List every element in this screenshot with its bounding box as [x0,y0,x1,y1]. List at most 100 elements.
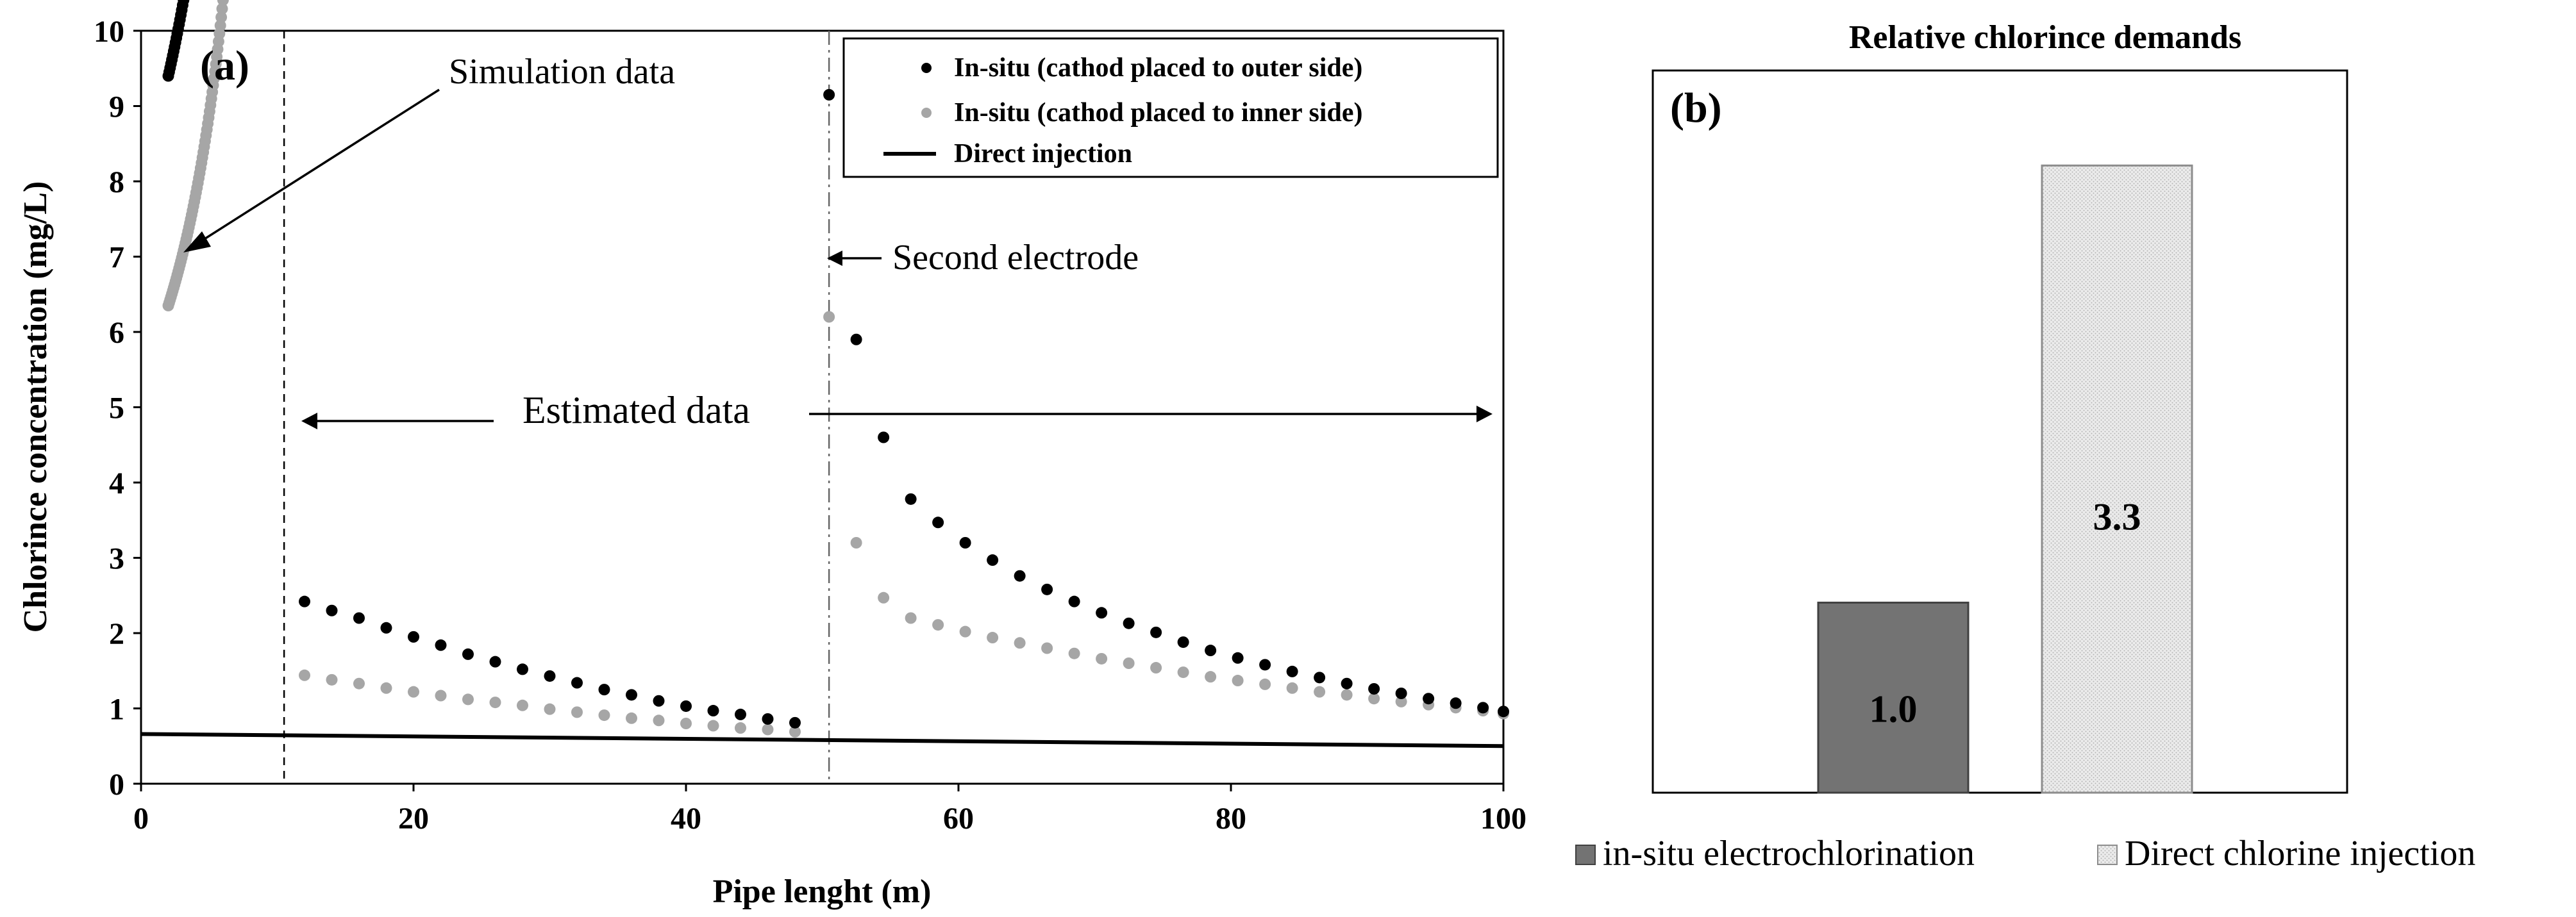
data-point [1477,702,1489,714]
data-point [735,722,746,734]
data-point [987,632,999,644]
data-point [1014,637,1026,649]
annotation-estimated-data: Estimated data [523,389,750,431]
direct-injection-line [140,732,1504,748]
data-point [1150,626,1162,638]
data-point [680,718,692,729]
data-point [178,0,190,6]
data-point [823,88,835,101]
data-point [1205,645,1217,657]
data-point [626,712,637,724]
data-point [850,333,862,345]
legend-marker-inner [921,108,932,118]
data-point [789,725,801,738]
data-point [1314,672,1326,684]
estimated-data-right-arrow [809,406,1493,422]
data-point [850,537,862,549]
panel-label-b: (b) [1670,85,1722,131]
data-point [1014,570,1026,582]
annotation-second-electrode: Second electrode [892,238,1139,277]
data-point [959,625,971,638]
data-point [959,537,971,549]
y-axis-ticks: 0 1 2 3 4 5 6 7 8 9 10 [94,15,141,802]
x-tick-label: 100 [1480,802,1526,836]
data-point [905,612,917,624]
y-tick-label: 10 [94,15,124,49]
data-point [1205,671,1217,683]
data-point [1341,677,1353,690]
series-inner-side [162,0,1509,738]
data-point [181,0,188,1]
plot-area-b [1652,69,2348,794]
data-point [1286,665,1298,677]
data-point [544,703,556,715]
data-point [353,677,365,690]
bar-direct-injection [2041,164,2193,794]
data-point [1096,652,1108,665]
data-point [707,720,719,732]
data-point [626,689,637,701]
y-tick-label: 5 [109,392,124,425]
data-point [215,11,228,23]
data-point [905,493,917,505]
y-tick-label: 3 [109,542,124,576]
x-tick-label: 0 [133,802,149,836]
panel-label-a: (a) [200,42,249,89]
data-point [1423,693,1435,705]
x-tick-label: 60 [943,802,974,836]
x-tick-label: 80 [1216,802,1246,836]
data-point [878,431,890,443]
x-axis-label: Pipe lenght (m) [713,873,932,910]
second-electrode-arrow [827,251,882,266]
data-point [408,631,419,643]
data-point [735,708,746,720]
data-point [762,713,774,725]
panel-a: 0 1 2 3 4 5 6 7 8 9 10 0 20 40 60 80 100 Chlorince conc… [17,0,1526,910]
legend-swatch-direct [2097,845,2118,865]
data-point [216,3,228,15]
y-tick-label: 6 [109,316,124,350]
data-point [353,612,365,624]
data-point [544,670,556,682]
y-tick-label: 0 [109,768,124,802]
data-point [932,516,944,529]
legend-label-inner: In-situ (cathod placed to inner side) [954,98,1362,128]
data-point [598,709,610,722]
data-point [1041,642,1053,654]
data-point [1259,678,1271,690]
data-point [1368,682,1380,695]
y-tick-label: 9 [109,90,124,124]
data-point [823,311,835,323]
y-tick-label: 2 [109,617,124,651]
panel-b: Relative chlorince demands (b) 1.0 3.3 i… [1575,19,2475,873]
data-point [1259,659,1271,671]
legend-box [842,37,1499,178]
data-point [789,716,801,729]
data-point [217,0,229,6]
data-point [1177,636,1189,649]
chart-title-b: Relative chlorince demands [1849,19,2241,56]
data-label-direct-injection: 3.3 [2093,495,2141,538]
y-tick-label: 7 [109,241,124,275]
data-point [1041,583,1053,595]
data-point [1286,682,1298,694]
data-point [1232,652,1244,664]
data-point [987,554,999,566]
data-point [1395,695,1407,707]
data-point [435,690,447,702]
data-point [1314,686,1326,698]
data-point [707,705,719,717]
legend-marker-outer [921,63,932,73]
data-point [517,699,528,711]
data-point [653,715,665,727]
x-axis-ticks: 0 20 40 60 80 100 [133,784,1526,836]
y-axis-label: Chlorince concentration (mg/L) [17,181,54,633]
data-point [408,686,419,698]
x-tick-label: 20 [398,802,429,836]
data-point [1123,617,1135,629]
data-point [932,619,944,631]
data-point [1450,697,1462,709]
data-point [598,684,610,696]
legend-label-in-situ: in-situ electrochlorination [1603,834,1975,873]
